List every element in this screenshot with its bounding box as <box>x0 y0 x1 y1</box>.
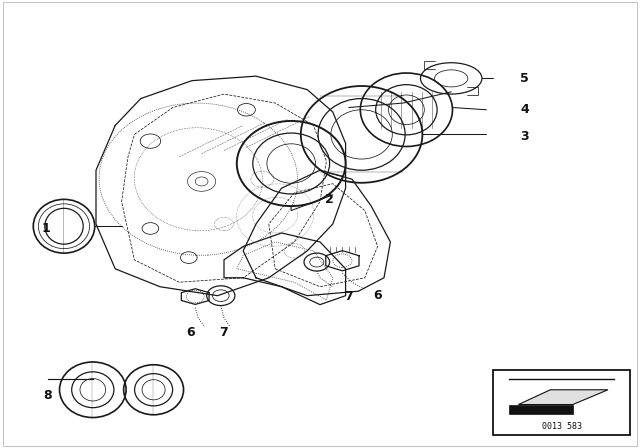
Bar <box>493 370 630 435</box>
Bar <box>509 405 573 414</box>
Text: 0013 583: 0013 583 <box>541 422 582 431</box>
Text: 7: 7 <box>344 290 353 303</box>
Text: 1: 1 <box>42 222 51 235</box>
Text: 5: 5 <box>520 72 529 85</box>
Text: 2: 2 <box>325 193 334 206</box>
Text: 6: 6 <box>373 289 382 302</box>
Text: 7: 7 <box>220 326 228 339</box>
Text: 6: 6 <box>186 326 195 339</box>
Text: 4: 4 <box>520 103 529 116</box>
Polygon shape <box>518 390 608 405</box>
Text: 8: 8 <box>44 388 52 402</box>
Text: 3: 3 <box>520 130 529 143</box>
